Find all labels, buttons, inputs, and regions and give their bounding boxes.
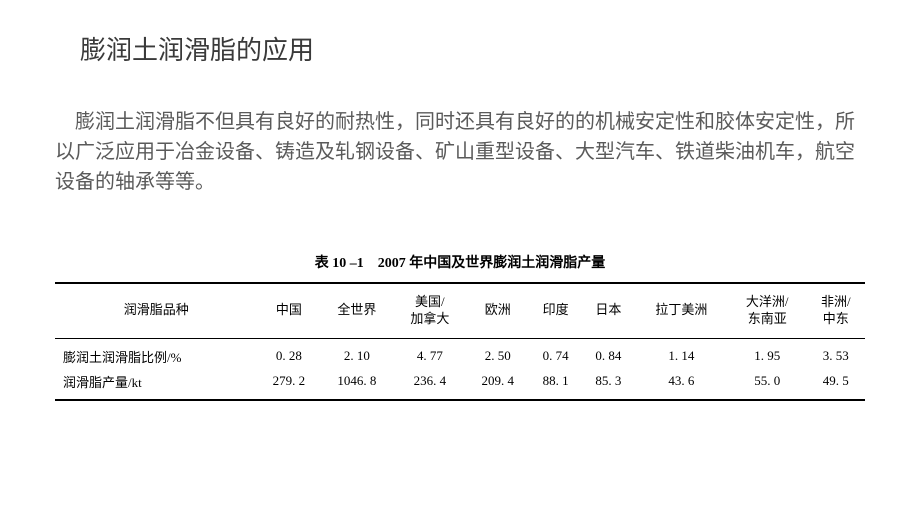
table-header-cell: 欧洲 xyxy=(466,283,529,338)
table-header-cell: 拉丁美洲 xyxy=(635,283,728,338)
table-cell: 43. 6 xyxy=(635,369,728,400)
table-cell: 3. 53 xyxy=(807,338,865,369)
table-cell: 1046. 8 xyxy=(320,369,393,400)
table-cell: 236. 4 xyxy=(393,369,466,400)
table-body: 膨润土润滑脂比例/%0. 282. 104. 772. 500. 740. 84… xyxy=(55,338,865,400)
table-header-cell: 中国 xyxy=(258,283,321,338)
table-header-cell: 日本 xyxy=(582,283,635,338)
table-cell: 2. 10 xyxy=(320,338,393,369)
table-cell: 85. 3 xyxy=(582,369,635,400)
table-header-cell: 美国/加拿大 xyxy=(393,283,466,338)
table-cell: 1. 95 xyxy=(728,338,807,369)
table-cell: 润滑脂产量/kt xyxy=(55,369,258,400)
table-row: 润滑脂产量/kt279. 21046. 8236. 4209. 488. 185… xyxy=(55,369,865,400)
table-caption: 表 10 –1 2007 年中国及世界膨润土润滑脂产量 xyxy=(55,252,865,272)
table-cell: 0. 74 xyxy=(529,338,582,369)
table-cell: 0. 28 xyxy=(258,338,321,369)
page-title: 膨润土润滑脂的应用 xyxy=(80,30,865,67)
table-cell: 49. 5 xyxy=(807,369,865,400)
table-header-cell: 印度 xyxy=(529,283,582,338)
table-header-row: 润滑脂品种中国全世界美国/加拿大欧洲印度日本拉丁美洲大洋洲/东南亚非洲/中东 xyxy=(55,283,865,338)
table-header-cell: 全世界 xyxy=(320,283,393,338)
table-cell: 2. 50 xyxy=(466,338,529,369)
body-paragraph: 膨润土润滑脂不但具有良好的耐热性，同时还具有良好的的机械安定性和胶体安定性，所以… xyxy=(55,107,865,197)
table-header-cell: 非洲/中东 xyxy=(807,283,865,338)
table-cell: 4. 77 xyxy=(393,338,466,369)
table-header-cell: 大洋洲/东南亚 xyxy=(728,283,807,338)
table-cell: 膨润土润滑脂比例/% xyxy=(55,338,258,369)
table-row: 膨润土润滑脂比例/%0. 282. 104. 772. 500. 740. 84… xyxy=(55,338,865,369)
table-header-cell: 润滑脂品种 xyxy=(55,283,258,338)
data-table: 润滑脂品种中国全世界美国/加拿大欧洲印度日本拉丁美洲大洋洲/东南亚非洲/中东 膨… xyxy=(55,282,865,401)
table-cell: 1. 14 xyxy=(635,338,728,369)
table-cell: 0. 84 xyxy=(582,338,635,369)
table-cell: 88. 1 xyxy=(529,369,582,400)
table-cell: 55. 0 xyxy=(728,369,807,400)
table-cell: 279. 2 xyxy=(258,369,321,400)
table-cell: 209. 4 xyxy=(466,369,529,400)
